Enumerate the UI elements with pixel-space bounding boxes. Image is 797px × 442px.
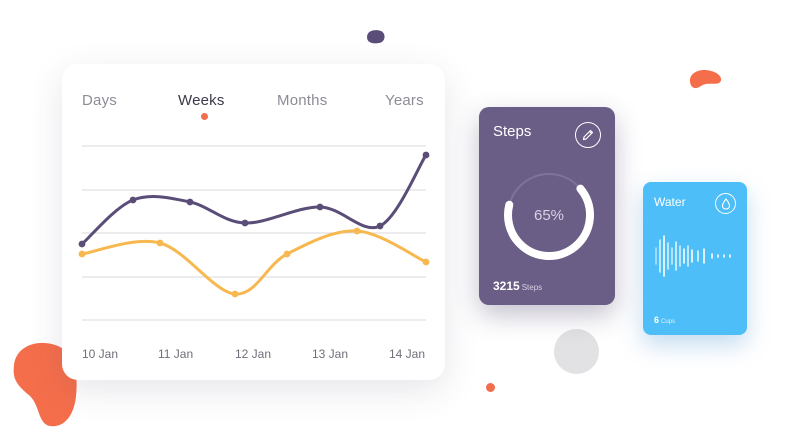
steps-card[interactable]: Steps 65% 3215 Steps — [479, 107, 615, 305]
orange-blob-decoration-top — [689, 70, 722, 89]
purple-blob-decoration — [367, 30, 385, 44]
tab-months[interactable]: Months — [277, 92, 328, 109]
activity-chart-card: Days Weeks Months Years — [62, 64, 445, 380]
steps-count: 3215 Steps — [493, 279, 542, 293]
water-wave-visual — [655, 235, 731, 277]
water-count-unit: Cups — [661, 319, 676, 325]
period-tabs: Days Weeks Months Years — [82, 92, 427, 112]
tab-days[interactable]: Days — [82, 92, 117, 109]
active-tab-indicator — [201, 113, 208, 120]
steps-count-unit: Steps — [521, 283, 543, 292]
water-count-value: 6 — [654, 315, 660, 325]
orange-dot-decoration — [486, 383, 495, 392]
steps-title: Steps — [493, 123, 532, 140]
steps-percent-value: 65% — [533, 206, 565, 224]
tab-years[interactable]: Years — [385, 92, 424, 109]
tab-weeks[interactable]: Weeks — [178, 92, 225, 109]
steps-progress-ring — [504, 170, 594, 260]
gray-circle-decoration — [554, 329, 599, 374]
orange-blob-decoration-left — [13, 342, 77, 427]
drop-icon[interactable] — [715, 193, 736, 214]
steps-count-value: 3215 — [493, 279, 520, 293]
water-title: Water — [654, 195, 686, 209]
water-card[interactable]: Water 6 Cups — [643, 182, 747, 335]
pencil-icon[interactable] — [575, 122, 601, 148]
water-count: 6 Cups — [654, 315, 675, 325]
